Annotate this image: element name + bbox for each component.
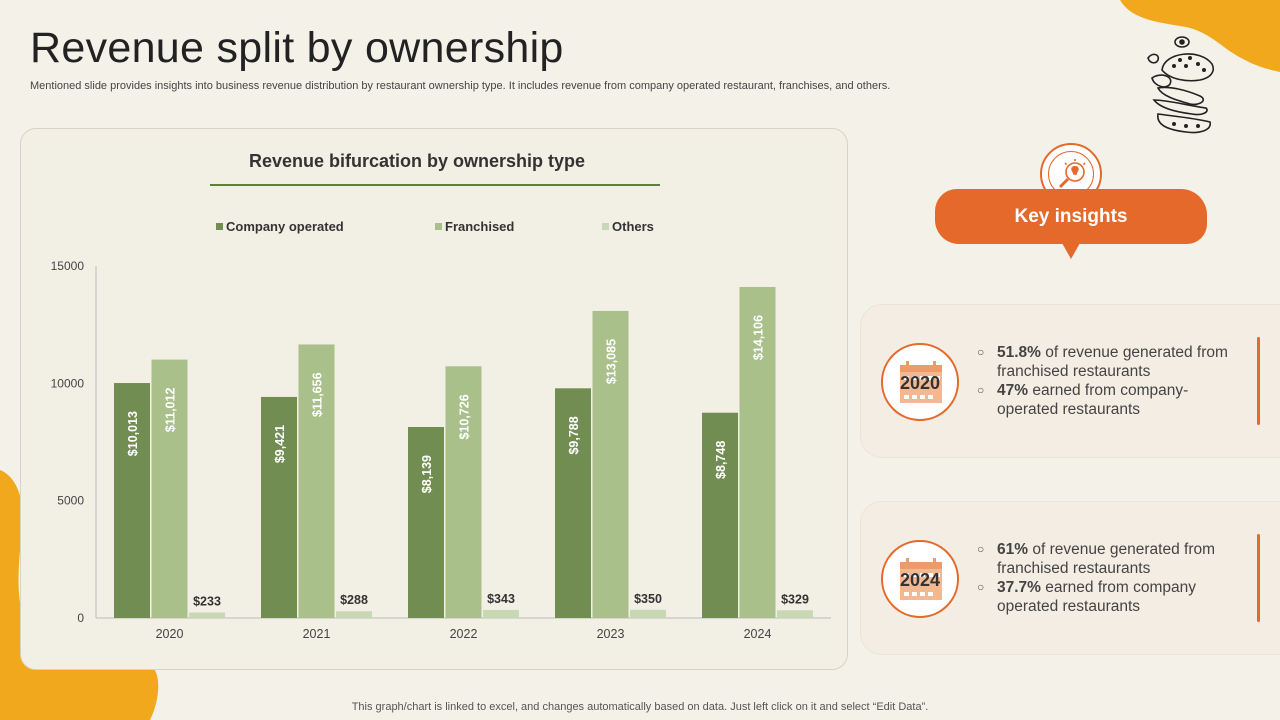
data-label: $9,788 [567,416,581,454]
insight-card-2020: 2020 51.8% of revenue generated from fra… [860,304,1280,458]
x-tick-label: 2020 [156,627,184,641]
year-badge: 2024 [881,540,959,618]
bar-2-2023 [630,609,666,618]
insight-list: 61% of revenue generated from franchised… [977,540,1247,616]
year-label: 2020 [899,373,941,393]
data-label: $11,656 [311,372,325,417]
y-tick-label: 10000 [51,376,85,390]
legend-swatch-1 [435,223,442,230]
footer-note: This graph/chart is linked to excel, and… [351,701,929,713]
card-accent-bar [1257,534,1260,622]
data-label: $343 [487,592,515,606]
bar-1-2024 [739,286,776,618]
y-tick-label: 15000 [51,259,85,273]
y-tick-label: 5000 [57,494,84,508]
legend-label-0: Company operated [226,219,344,234]
bar-1-2022 [445,366,482,618]
decorative-blob-top-right [1120,0,1280,72]
legend-label-1: Franchised [445,219,514,234]
x-tick-label: 2023 [597,627,625,641]
insight-item: 37.7% earned from company operated resta… [977,578,1247,616]
bar-2-2020 [189,612,225,618]
chart-title: Revenue bifurcation by ownership type [249,151,585,171]
calendar-icon [900,361,942,403]
data-label: $14,106 [752,315,766,360]
bar-0-2024 [702,412,738,618]
burger-sketch-icon [1147,36,1215,134]
legend-label-2: Others [612,219,654,234]
data-label: $13,085 [605,339,619,384]
data-label: $350 [634,592,662,606]
bar-0-2020 [114,383,150,618]
bar-2-2021 [336,611,372,618]
data-label: $8,748 [714,441,728,479]
revenue-bar-chart: Revenue bifurcation by ownership type Com… [51,151,831,641]
data-label: $9,421 [273,425,287,463]
year-label: 2024 [899,570,941,590]
bar-2-2022 [483,609,519,618]
data-label: $10,013 [126,411,140,456]
calendar-icon [900,558,942,600]
year-badge: 2020 [881,343,959,421]
insight-card-2024: 2024 61% of revenue generated from franc… [860,501,1280,655]
bar-0-2021 [261,396,297,618]
legend-swatch-2 [602,223,609,230]
insight-item: 47% earned from company-operated restaur… [977,381,1247,419]
bar-1-2023 [592,310,629,618]
insights-pointer [1062,243,1080,259]
x-tick-label: 2021 [303,627,331,641]
card-accent-bar [1257,337,1260,425]
x-tick-label: 2022 [450,627,478,641]
y-tick-label: 0 [77,611,84,625]
data-label: $11,012 [164,388,178,433]
legend-swatch-0 [216,223,223,230]
bar-0-2023 [555,388,591,618]
data-label: $233 [193,595,221,609]
x-tick-label: 2024 [744,627,772,641]
data-label: $288 [340,593,368,607]
bar-2-2024 [777,610,813,618]
lightbulb-search-icon [1058,159,1086,189]
chart-panel: Revenue bifurcation by ownership type Com… [20,128,848,670]
key-insights-banner: Key insights [935,189,1207,244]
bar-1-2021 [298,344,335,618]
page-subtitle: Mentioned slide provides insights into b… [30,80,891,92]
insight-list: 51.8% of revenue generated from franchis… [977,343,1247,419]
data-label: $329 [781,592,809,606]
data-label: $8,139 [420,455,434,493]
bar-0-2022 [408,427,444,618]
bar-1-2020 [151,359,188,618]
data-label: $10,726 [458,394,472,439]
insight-item: 51.8% of revenue generated from franchis… [977,343,1247,381]
page-title: Revenue split by ownership [30,24,564,72]
insight-item: 61% of revenue generated from franchised… [977,540,1247,578]
